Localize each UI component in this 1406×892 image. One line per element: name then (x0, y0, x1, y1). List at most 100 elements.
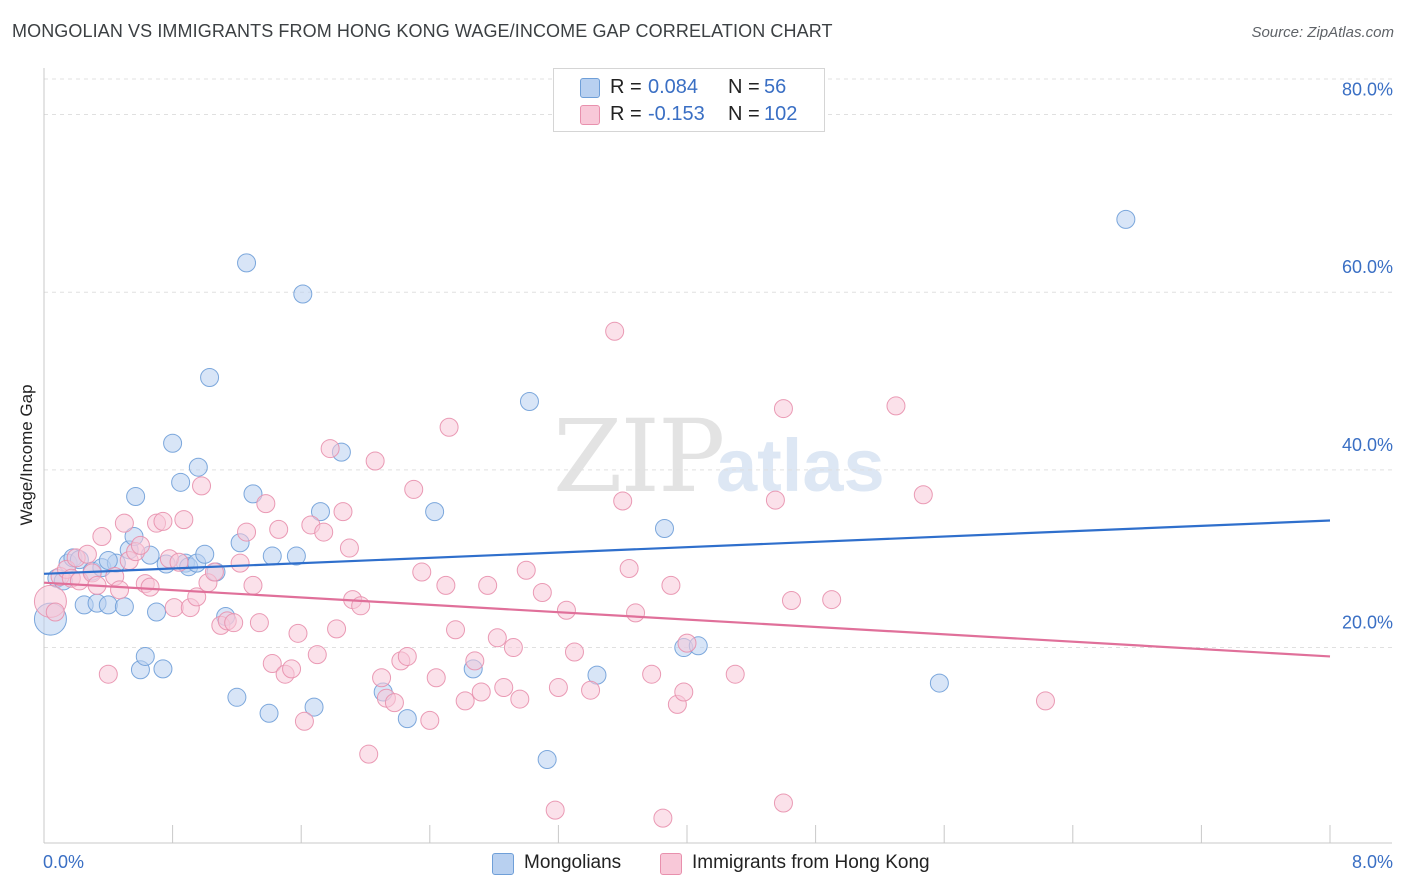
point-hong-kong (230, 553, 250, 573)
point-hong-kong (269, 519, 289, 539)
point-hong-kong (249, 613, 269, 633)
point-hong-kong (262, 654, 282, 674)
n-value: 102 (764, 103, 798, 125)
point-hong-kong (384, 693, 404, 713)
point-hong-kong (886, 396, 906, 416)
x-tick-label-min: 0.0% (43, 852, 85, 872)
trend-line-hong-kong (43, 581, 1331, 658)
point-hong-kong (471, 682, 491, 702)
point-hong-kong (556, 600, 576, 620)
point-hong-kong (256, 494, 276, 514)
r-value: 0.084 (648, 76, 699, 98)
point-hong-kong (130, 535, 150, 555)
legend-swatch-hong-kong (660, 853, 682, 875)
point-hong-kong (494, 678, 514, 698)
point-hong-kong (114, 513, 134, 533)
point-hong-kong (677, 633, 697, 653)
point-mongolians (98, 595, 118, 615)
y-tick-label: 20.0% (1342, 613, 1393, 633)
point-hong-kong (333, 502, 353, 522)
point-mongolians (397, 709, 417, 729)
point-hong-kong (282, 659, 302, 679)
point-mongolians (171, 472, 191, 492)
point-hong-kong (545, 800, 565, 820)
point-mongolians (114, 597, 134, 617)
point-hong-kong (192, 476, 212, 496)
point-hong-kong (372, 668, 392, 688)
point-hong-kong (581, 680, 601, 700)
point-hong-kong (548, 678, 568, 698)
r-label: R = (610, 103, 642, 125)
point-mongolians (310, 502, 330, 522)
point-hong-kong (224, 613, 244, 633)
point-mongolians (227, 687, 247, 707)
legend-label-mongolians: Mongolians (524, 852, 622, 873)
y-tick-label: 40.0% (1342, 435, 1393, 455)
point-mongolians (425, 502, 445, 522)
point-mongolians (537, 749, 557, 769)
point-mongolians (654, 519, 674, 539)
point-mongolians (153, 659, 173, 679)
watermark-zip: ZIP (553, 398, 725, 515)
point-mongolians (126, 487, 146, 507)
point-hong-kong (661, 575, 681, 595)
point-mongolians (286, 546, 306, 566)
point-hong-kong (359, 744, 379, 764)
watermark-atlas: atlas (716, 424, 885, 507)
point-mongolians (188, 457, 208, 477)
point-hong-kong (781, 590, 801, 610)
point-hong-kong (516, 560, 536, 580)
point-hong-kong (619, 558, 639, 578)
stats-box: R = 0.084 N = 56 R = -0.153 N = 102 (553, 68, 825, 132)
y-tick-label: 80.0% (1342, 80, 1393, 100)
point-hong-kong (465, 651, 485, 671)
chart-title: MONGOLIAN VS IMMIGRANTS FROM HONG KONG W… (12, 21, 833, 41)
point-hong-kong (45, 602, 65, 622)
point-mongolians (98, 550, 118, 570)
point-hong-kong (243, 575, 263, 595)
point-hong-kong (725, 664, 745, 684)
point-hong-kong (164, 598, 184, 618)
point-hong-kong (765, 490, 785, 510)
point-hong-kong (169, 552, 189, 572)
point-hong-kong (397, 646, 417, 666)
legend-swatch-mongolians (492, 853, 514, 875)
source-label: Source: ZipAtlas.com (1251, 24, 1394, 41)
point-hong-kong (98, 664, 118, 684)
point-hong-kong (487, 628, 507, 648)
point-mongolians (200, 367, 220, 387)
r-value: -0.153 (648, 103, 705, 125)
point-hong-kong (613, 491, 633, 511)
point-mongolians (259, 703, 279, 723)
n-label: N = (728, 103, 760, 125)
point-hong-kong (503, 638, 523, 658)
point-hong-kong (294, 711, 314, 731)
point-hong-kong (510, 689, 530, 709)
point-hong-kong (532, 582, 552, 602)
y-axis-label: Wage/Income Gap (17, 384, 36, 526)
point-hong-kong (314, 522, 334, 542)
point-hong-kong (446, 620, 466, 640)
point-hong-kong (288, 623, 308, 643)
point-mongolians (262, 546, 282, 566)
point-mongolians (163, 433, 183, 453)
point-hong-kong (339, 538, 359, 558)
point-hong-kong (153, 511, 173, 531)
point-hong-kong (140, 577, 160, 597)
point-hong-kong (307, 645, 327, 665)
point-hong-kong (439, 417, 459, 437)
point-hong-kong (436, 575, 456, 595)
point-hong-kong (92, 527, 112, 547)
r-label: R = (610, 76, 642, 98)
point-mongolians (293, 284, 313, 304)
point-hong-kong (478, 575, 498, 595)
point-hong-kong (420, 710, 440, 730)
point-mongolians (1116, 209, 1136, 229)
legend-label-hong-kong: Immigrants from Hong Kong (692, 852, 930, 873)
point-hong-kong (174, 510, 194, 530)
point-hong-kong (320, 439, 340, 459)
point-hong-kong (327, 619, 347, 639)
point-hong-kong (626, 603, 646, 623)
point-hong-kong (564, 642, 584, 662)
